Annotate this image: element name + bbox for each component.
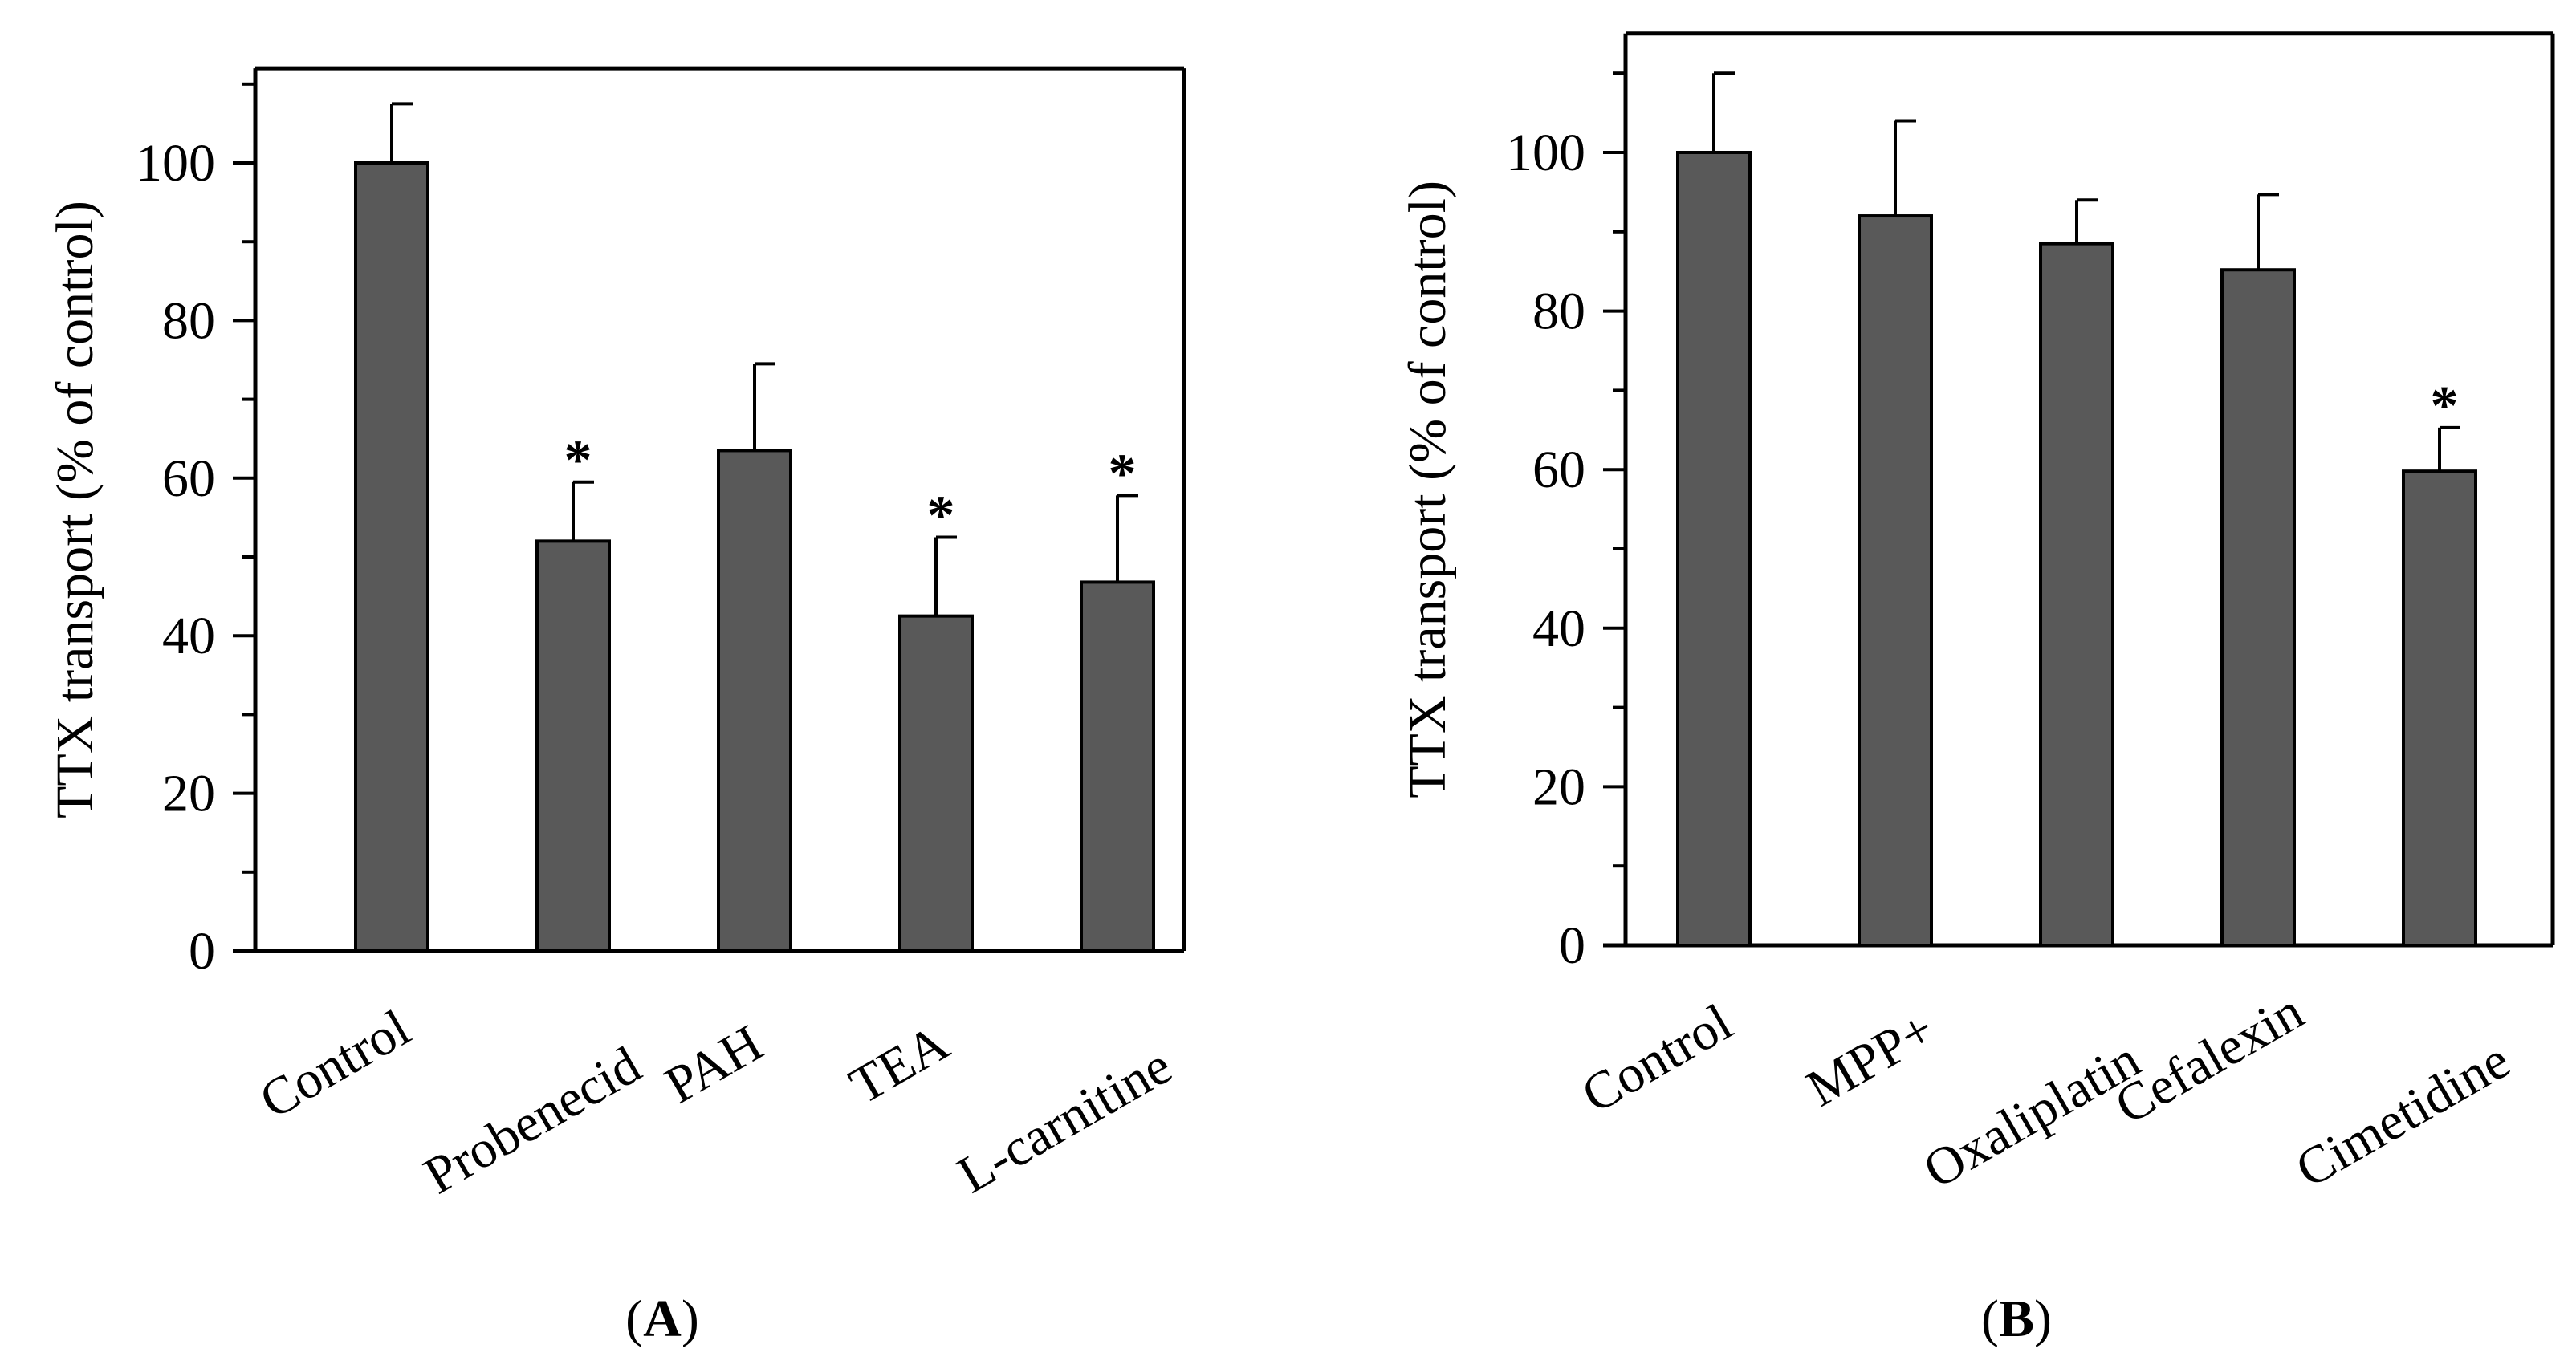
category-label: L-carnitine: [948, 1036, 1181, 1204]
y-tick-label: 20: [1532, 758, 1585, 816]
panel-label-open-paren: (: [625, 1290, 643, 1348]
y-tick-label: 80: [1532, 282, 1585, 341]
significance-star: *: [1109, 443, 1137, 505]
y-tick-label: 100: [136, 134, 215, 193]
panel-label-letter: B: [1999, 1290, 2034, 1348]
category-label: Oxaliplatin: [1914, 1030, 2150, 1200]
y-tick-label: 0: [189, 922, 215, 981]
y-tick-label: 40: [162, 607, 215, 665]
bar: [2402, 469, 2477, 947]
panel-label: (B): [1981, 1290, 2052, 1348]
y-tick-label: 100: [1506, 124, 1585, 182]
category-label: MPP+: [1797, 999, 1944, 1118]
y-axis-title: TTX transport (% of control): [46, 201, 104, 819]
y-axis-title: TTX transport (% of control): [1398, 181, 1457, 798]
y-tick-label: 40: [1532, 599, 1585, 658]
y-tick-label: 20: [162, 765, 215, 823]
panel-b: 0 20 40 60 80 100 TTX transport (% of control)…: [1398, 31, 2555, 1348]
bar: [1080, 580, 1155, 953]
bar: [717, 449, 792, 953]
category-label: Control: [250, 998, 420, 1130]
bar: [535, 539, 611, 953]
category-label: Control: [1573, 993, 1742, 1124]
panel-label-letter: A: [643, 1290, 682, 1348]
category-label: TEA: [840, 1014, 958, 1116]
bar: [898, 614, 974, 953]
panel-label-open-paren: (: [1981, 1290, 1999, 1348]
y-tick-label: 60: [162, 449, 215, 508]
y-tick-label: 80: [162, 291, 215, 350]
bar: [354, 161, 429, 953]
category-label: Cimetidine: [2286, 1030, 2520, 1199]
panel-label-close-paren: ): [682, 1290, 699, 1348]
significance-star: *: [927, 485, 955, 546]
bar: [1676, 151, 1752, 947]
y-tick-label: 0: [1559, 916, 1585, 975]
panel-a: 0 20 40 60 80 100 TTX transport (% of control)…: [46, 66, 1186, 1348]
y-tick-label: 60: [1532, 441, 1585, 499]
bar: [2220, 268, 2296, 947]
panel-label-close-paren: ): [2034, 1290, 2052, 1348]
bar: [1858, 214, 1933, 948]
panel-label: (A): [625, 1290, 699, 1348]
significance-star: *: [564, 430, 592, 492]
bar: [2039, 242, 2114, 947]
significance-star: *: [2431, 376, 2459, 437]
category-label: PAH: [655, 1014, 772, 1115]
category-label: Probenecid: [414, 1036, 650, 1206]
